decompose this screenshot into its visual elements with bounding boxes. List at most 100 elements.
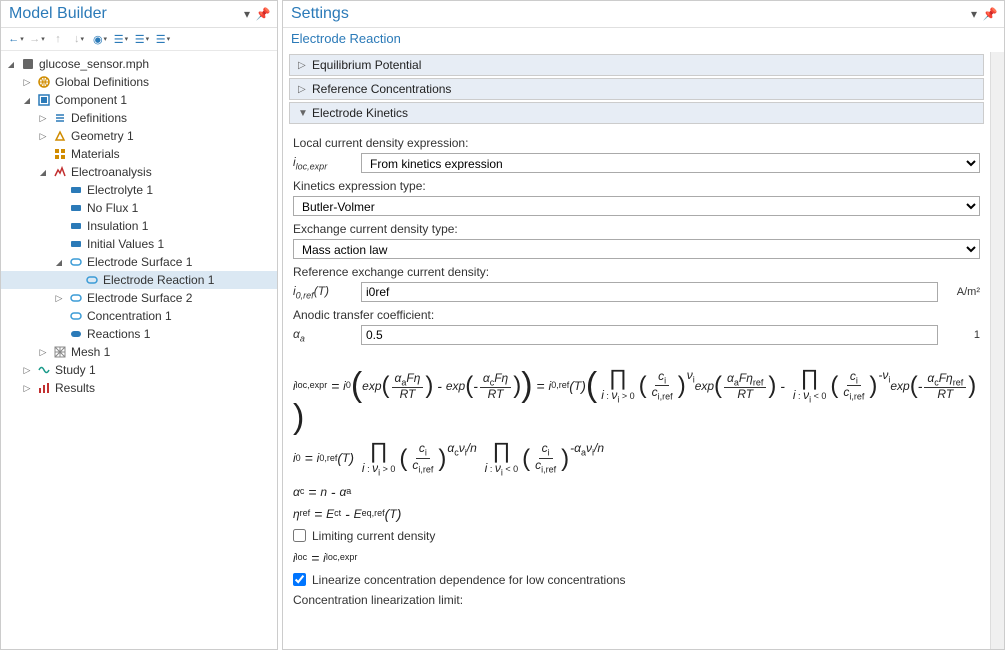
comp-icon <box>36 93 52 107</box>
model-builder-header: Model Builder ▾ 📌 <box>1 1 277 28</box>
tree-toggle-icon[interactable]: ◢ <box>53 258 65 267</box>
node-b-icon <box>68 201 84 215</box>
local-current-density-select[interactable]: From kinetics expression <box>361 153 980 173</box>
tree-node-label: Component 1 <box>55 93 127 107</box>
tree-node[interactable]: ·No Flux 1 <box>1 199 277 217</box>
list-button[interactable]: ☰▾ <box>154 31 172 47</box>
tree-node-label: Study 1 <box>55 363 96 377</box>
tree-toggle-icon[interactable]: ▷ <box>21 365 33 376</box>
limiting-current-row: Limiting current density <box>293 529 980 543</box>
section-title: Electrode Kinetics <box>312 106 408 120</box>
tree-node-label: Global Definitions <box>55 75 149 89</box>
tree-node-label: Mesh 1 <box>71 345 110 359</box>
settings-scrollbar[interactable] <box>990 52 1004 649</box>
pin-icon[interactable]: 📌 <box>984 8 996 20</box>
phys-icon <box>52 165 68 179</box>
model-builder-title: Model Builder <box>9 5 107 23</box>
expand-icon: ▼ <box>298 108 312 119</box>
equation-alpha-c: αc = n - αa <box>293 485 980 499</box>
back-button[interactable]: ←▾ <box>7 31 25 47</box>
tree-node[interactable]: ◢ glucose_sensor.mph <box>1 55 277 73</box>
tree-toggle-icon[interactable]: ▷ <box>37 347 49 358</box>
pin-icon[interactable]: 📌 <box>257 8 269 20</box>
study-icon <box>36 363 52 377</box>
kinetics-type-select[interactable]: Butler-Volmer <box>293 196 980 216</box>
geom-icon <box>52 129 68 143</box>
equation-iloc-expr: iloc,expr = i0 ( exp(αaFηRT) - exp(-αcFη… <box>293 367 980 432</box>
tree-toggle-icon[interactable]: ▷ <box>53 293 65 304</box>
node-c-icon <box>84 273 100 287</box>
tree-node-label: Electrode Surface 2 <box>87 291 192 305</box>
tree-node[interactable]: ·Initial Values 1 <box>1 235 277 253</box>
tree-toggle-icon[interactable]: ◢ <box>5 60 17 69</box>
tree-node[interactable]: ·Materials <box>1 145 277 163</box>
tree-node[interactable]: ▷Definitions <box>1 109 277 127</box>
tree-toggle-icon[interactable]: ▷ <box>37 113 49 124</box>
settings-header: Settings ▾ 📌 <box>283 1 1004 28</box>
tree-node[interactable]: ◢ Component 1 <box>1 91 277 109</box>
collapse-button[interactable]: ☰▾ <box>112 31 130 47</box>
equation-block: iloc,expr = i0 ( exp(αaFηRT) - exp(-αcFη… <box>283 353 990 614</box>
tree-node[interactable]: ▷ Mesh 1 <box>1 343 277 361</box>
tree-node[interactable]: ·Electrode Reaction 1 <box>1 271 277 289</box>
expand-button[interactable]: ☰▾ <box>133 31 151 47</box>
tree-node[interactable]: ◢Electrode Surface 1 <box>1 253 277 271</box>
section-equilibrium-potential[interactable]: ▷ Equilibrium Potential <box>289 54 984 76</box>
linearize-checkbox[interactable] <box>293 573 306 586</box>
tree-toggle-icon[interactable]: ▷ <box>21 383 33 394</box>
tree-node[interactable]: ▷ Results <box>1 379 277 397</box>
tree-node[interactable]: ◢Electroanalysis <box>1 163 277 181</box>
settings-header-controls: ▾ 📌 <box>968 8 996 20</box>
tree-node[interactable]: ▷Geometry 1 <box>1 127 277 145</box>
tree-node[interactable]: ▷ Electrode Surface 2 <box>1 289 277 307</box>
dropdown-icon[interactable]: ▾ <box>241 8 253 20</box>
settings-title: Settings <box>291 5 349 23</box>
tree-node-label: glucose_sensor.mph <box>39 57 149 71</box>
conc-lin-label: Concentration linearization limit: <box>293 593 980 607</box>
limiting-current-checkbox[interactable] <box>293 529 306 542</box>
anodic-unit: 1 <box>946 329 980 341</box>
section-title: Equilibrium Potential <box>312 58 421 72</box>
down-button: ↓▾ <box>70 31 88 47</box>
exch-density-type-select[interactable]: Mass action law <box>293 239 980 259</box>
tree-node-label: No Flux 1 <box>87 201 138 215</box>
tree-node-label: Reactions 1 <box>87 327 150 341</box>
node-c-icon <box>68 255 84 269</box>
tree-toggle-icon[interactable]: ◢ <box>37 168 49 177</box>
tree-node-label: Insulation 1 <box>87 219 148 233</box>
ref-exch-input[interactable] <box>361 282 938 302</box>
dropdown-icon[interactable]: ▾ <box>968 8 980 20</box>
model-builder-toolbar: ←▾ →▾ ↑ ↓▾ ◉▾ ☰▾ ☰▾ ☰▾ <box>1 28 277 51</box>
section-reference-concentrations[interactable]: ▷ Reference Concentrations <box>289 78 984 100</box>
node-c-icon <box>68 291 84 305</box>
iloc-prefix: iloc,expr <box>293 155 353 171</box>
ref-exch-label: Reference exchange current density: <box>293 265 980 279</box>
root-icon <box>20 57 36 71</box>
tree-node-label: Concentration 1 <box>87 309 172 323</box>
anodic-input[interactable] <box>361 325 938 345</box>
linearize-row: Linearize concentration dependence for l… <box>293 573 980 587</box>
model-tree[interactable]: ◢ glucose_sensor.mph ▷ Global Definitions ◢ C… <box>1 51 277 649</box>
limiting-current-label: Limiting current density <box>312 529 435 543</box>
exch-density-type-label: Exchange current density type: <box>293 222 980 236</box>
tree-node-label: Results <box>55 381 95 395</box>
up-button: ↑ <box>49 31 67 47</box>
tree-node-label: Initial Values 1 <box>87 237 164 251</box>
alpha-a-prefix: αa <box>293 327 353 343</box>
mat-icon <box>52 147 68 161</box>
tree-node[interactable]: ·Electrolyte 1 <box>1 181 277 199</box>
tree-node[interactable]: ·Insulation 1 <box>1 217 277 235</box>
tree-node[interactable]: ▷ Global Definitions <box>1 73 277 91</box>
section-electrode-kinetics[interactable]: ▼ Electrode Kinetics <box>289 102 984 124</box>
tree-toggle-icon[interactable]: ◢ <box>21 96 33 105</box>
equation-eta-ref: ηref = Ect - Eeq,ref(T) <box>293 507 980 521</box>
tree-node[interactable]: ▷ Study 1 <box>1 361 277 379</box>
tree-node[interactable]: ·Reactions 1 <box>1 325 277 343</box>
show-button[interactable]: ◉▾ <box>91 31 109 47</box>
kinetics-form: Local current density expression: iloc,e… <box>283 126 990 353</box>
collapse-icon: ▷ <box>298 84 312 95</box>
tree-toggle-icon[interactable]: ▷ <box>21 77 33 88</box>
tree-node[interactable]: ·Concentration 1 <box>1 307 277 325</box>
i0ref-prefix: i0,ref(T) <box>293 284 353 300</box>
tree-toggle-icon[interactable]: ▷ <box>37 131 49 142</box>
